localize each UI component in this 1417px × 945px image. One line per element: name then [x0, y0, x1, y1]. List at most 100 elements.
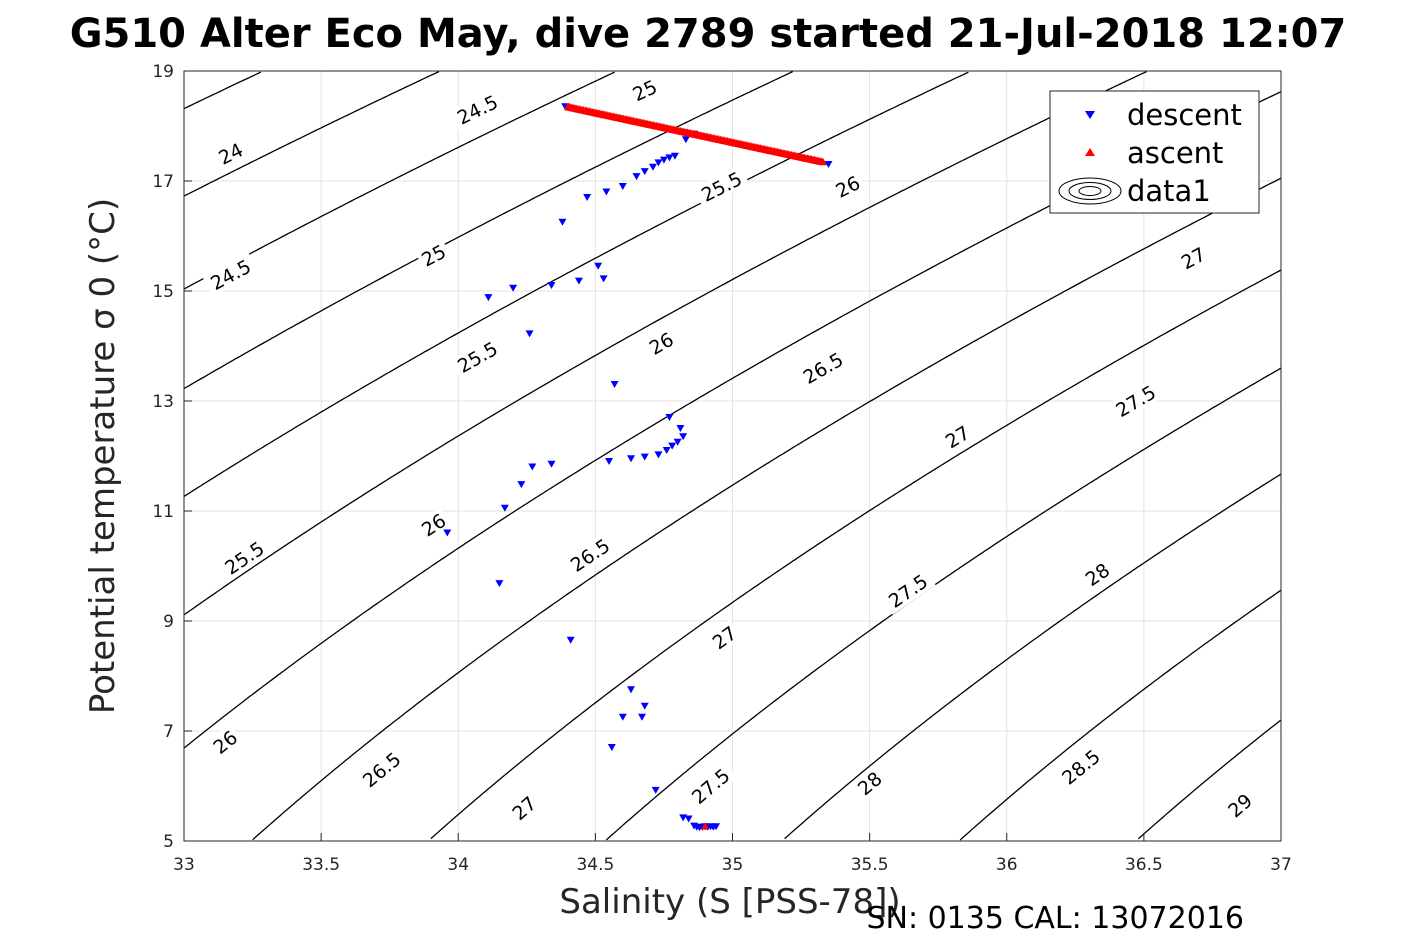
descent-point: [651, 786, 660, 794]
contour-label-background: [1174, 241, 1212, 275]
x-tick-label: 33: [173, 855, 195, 875]
descent-point: [500, 504, 509, 512]
x-tick-label: 35: [722, 855, 744, 875]
x-tick-label: 34.5: [576, 855, 614, 875]
y-tick-label: 19: [152, 62, 174, 82]
descent-point: [558, 218, 567, 226]
descent-point: [528, 463, 537, 471]
contour-label-background: [829, 169, 867, 204]
descent-point: [627, 455, 636, 463]
descent-point: [632, 173, 641, 181]
contour-label-background: [449, 88, 506, 131]
x-tick-label: 34: [447, 855, 469, 875]
isopycnal-line: [1137, 719, 1282, 840]
descent-marker-icon: [1085, 111, 1095, 119]
descent-point: [547, 282, 556, 289]
descent-point: [509, 284, 518, 292]
x-tick-label: 36.5: [1125, 855, 1163, 875]
contour-label-background: [1078, 556, 1116, 592]
descent-point: [676, 425, 685, 432]
descent-point: [618, 183, 627, 190]
descent-point: [662, 447, 671, 454]
descent-point: [648, 163, 657, 171]
y-tick-label: 5: [163, 832, 174, 852]
descent-point: [517, 481, 526, 489]
contour-label-background: [505, 789, 543, 827]
contour-label-background: [212, 136, 249, 171]
x-axis: 33 33.5 34 34.5 35 35.5 36 36.5 37: [173, 833, 1292, 875]
contour-label-background: [851, 765, 889, 802]
contour-label-background: [216, 534, 273, 582]
contour-label-background: [880, 566, 936, 615]
descent-point: [824, 161, 833, 168]
descent-point: [605, 458, 614, 465]
descent-point: [654, 451, 663, 459]
descent-point: [525, 330, 534, 338]
isopycnal-line: [183, 71, 969, 497]
contour-label-group: 25: [626, 73, 663, 107]
contour-label-background: [693, 164, 750, 209]
descent-point: [659, 156, 668, 164]
contour-label-background: [683, 760, 738, 812]
contour-icon: [1058, 177, 1122, 205]
y-axis: 5 7 9 11 13 15 17 19: [152, 62, 192, 852]
y-tick-label: 13: [152, 392, 174, 412]
y-tick-label: 9: [163, 612, 174, 632]
contour-label-background: [1221, 787, 1259, 824]
serial-footer: SN: 0135 CAL: 13072016: [866, 901, 1244, 936]
legend-box: [1049, 90, 1260, 214]
isopycnal-line: [183, 71, 262, 110]
x-tick-label: 33.5: [302, 855, 340, 875]
descent-point: [594, 262, 603, 270]
isopycnal-line: [605, 367, 1282, 841]
contour-label-background: [1107, 378, 1164, 424]
x-tick-label: 36: [996, 855, 1018, 875]
y-tick-label: 11: [152, 502, 174, 522]
legend-ascent-label: ascent: [1127, 136, 1223, 170]
descent-point: [665, 414, 674, 421]
legend-descent-label: descent: [1127, 98, 1242, 132]
descent-point: [640, 702, 649, 710]
descent-point: [495, 580, 504, 588]
descent-point: [566, 636, 575, 644]
y-tick-label: 15: [152, 282, 174, 302]
isopycnal-line: [183, 70, 794, 390]
legend-data1-label: data1: [1127, 174, 1211, 208]
isopycnal-line: [183, 71, 1147, 616]
descent-point: [443, 529, 452, 537]
descent-point: [627, 686, 636, 694]
contour-label-group: 27: [938, 419, 976, 454]
ascent-point: [701, 822, 710, 830]
descent-point: [679, 433, 688, 441]
contour-label-background: [562, 531, 618, 579]
descent-point: [610, 381, 619, 388]
legend[interactable]: descent ascent data1: [1049, 90, 1260, 214]
contour-label-background: [415, 238, 453, 273]
contour-label-background: [202, 252, 259, 297]
contour-label-background: [626, 73, 663, 107]
contour-label-background: [705, 619, 743, 656]
x-axis-title: Salinity (S [PSS-78]): [559, 882, 900, 922]
isopycnal-line: [183, 70, 440, 197]
isopycnal-line: [959, 589, 1282, 841]
contour-label-background: [794, 345, 852, 391]
ascent-marker-icon: [1085, 148, 1095, 156]
chart-title: G510 Alter Eco May, dive 2789 started 21…: [70, 11, 1347, 57]
contour-label-background: [1053, 741, 1108, 792]
descent-point: [684, 815, 693, 823]
descent-point: [574, 277, 583, 285]
descent-point: [637, 713, 646, 721]
contour-label-background: [415, 507, 453, 543]
descent-point: [712, 823, 721, 831]
descent-point: [607, 744, 616, 751]
descent-point: [665, 154, 674, 162]
descent-point: [681, 136, 690, 144]
descent-point: [484, 294, 493, 302]
x-tick-label: 37: [1270, 855, 1292, 875]
x-tick-label: 35.5: [851, 855, 889, 875]
descent-point: [547, 460, 556, 468]
ascent-series: [563, 102, 828, 830]
contour-label-background: [449, 334, 506, 380]
y-axis-title: Potential temperature σ 0 (°C): [83, 198, 123, 714]
